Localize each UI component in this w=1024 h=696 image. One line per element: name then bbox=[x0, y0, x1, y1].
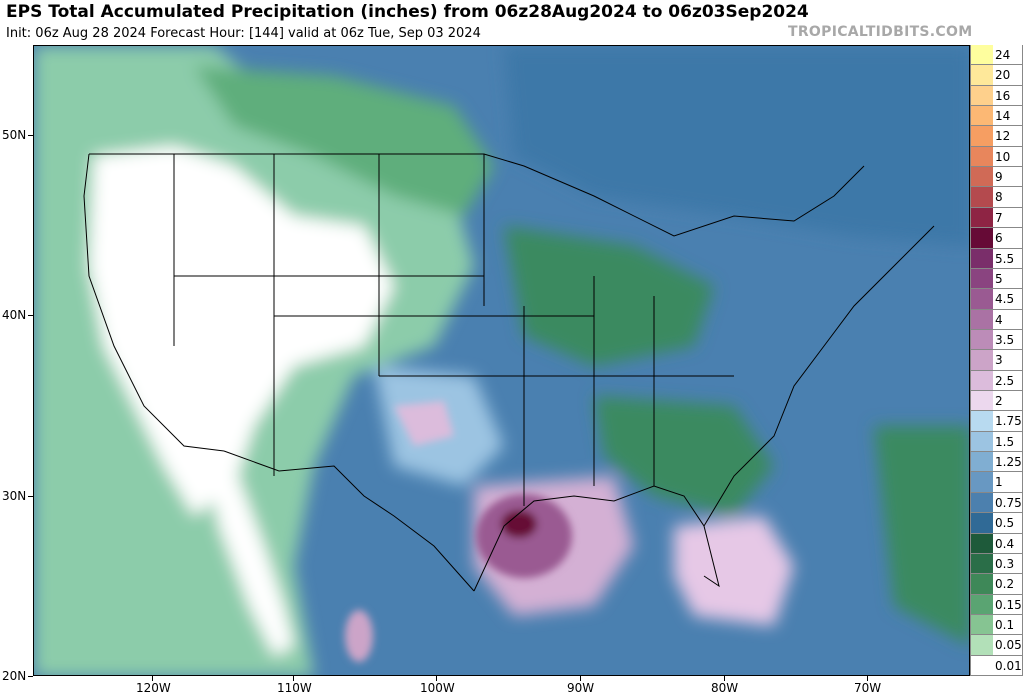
mexico-pink bbox=[345, 610, 373, 662]
chart-title: EPS Total Accumulated Precipitation (inc… bbox=[6, 2, 809, 22]
colorbar-entry: 3 bbox=[970, 350, 1023, 371]
lon-label-80w: 80W bbox=[711, 681, 739, 695]
latitude-lines bbox=[174, 275, 734, 377]
colorbar-entry: 24 bbox=[970, 45, 1023, 66]
colorbar-entry: 10 bbox=[970, 146, 1023, 168]
colorbar-entry: 16 bbox=[970, 85, 1023, 107]
atlantic-green bbox=[874, 426, 969, 645]
chart-subtitle: Init: 06z Aug 28 2024 Forecast Hour: [14… bbox=[6, 26, 481, 41]
baja-dry bbox=[204, 446, 294, 656]
colorbar-entry: 0.4 bbox=[970, 533, 1023, 554]
mexico-border bbox=[223, 450, 475, 592]
dry-interior bbox=[89, 146, 394, 516]
lon-label-90w: 90W bbox=[567, 681, 595, 695]
lon-label-120w: 120W bbox=[136, 681, 171, 695]
colorbar-entry: 0.5 bbox=[970, 513, 1023, 534]
west-coast bbox=[83, 153, 225, 452]
boundary-lines bbox=[83, 153, 935, 592]
lon-label-70w: 70W bbox=[854, 681, 882, 695]
colorbar-entry: 7 bbox=[970, 207, 1023, 229]
lon-label-100w: 100W bbox=[420, 681, 455, 695]
colorbar-entry: 9 bbox=[970, 167, 1023, 188]
colorbar-entry: 0.2 bbox=[970, 574, 1023, 595]
colorbar-entry: 5.5 bbox=[970, 248, 1023, 269]
colorbar-entry: 2.5 bbox=[970, 370, 1023, 392]
central-green bbox=[504, 226, 714, 366]
colorbar-entry: 8 bbox=[970, 187, 1023, 208]
colorbar-entry: 4 bbox=[970, 309, 1023, 330]
lat-label-30n: 30N bbox=[2, 489, 27, 503]
colorbar-entry: 3.5 bbox=[970, 329, 1023, 351]
colorbar-entry: 6 bbox=[970, 228, 1023, 249]
southeast-green bbox=[594, 396, 774, 516]
colorbar-entry: 0.05 bbox=[970, 635, 1023, 656]
map-canvas bbox=[34, 46, 969, 675]
colorbar-entry: 12 bbox=[970, 126, 1023, 147]
colorbar-entry: 1 bbox=[970, 472, 1023, 493]
colorbar-entry: 1.75 bbox=[970, 411, 1023, 432]
canada-border bbox=[89, 153, 865, 237]
gulf-coast bbox=[473, 485, 720, 592]
gulf-core bbox=[501, 510, 537, 538]
colorbar-entry: 0.01 bbox=[970, 655, 1023, 676]
texas-pink bbox=[394, 401, 454, 446]
canada-blue bbox=[504, 46, 969, 246]
colorbar-entry: 0.1 bbox=[970, 614, 1023, 636]
lat-label-20n: 20N bbox=[2, 669, 27, 683]
north-green bbox=[194, 66, 494, 216]
colorbar-entry: 0.15 bbox=[970, 594, 1023, 615]
colorbar-entry: 1.5 bbox=[970, 431, 1023, 453]
lat-label-50n: 50N bbox=[2, 128, 27, 142]
precipitation-map bbox=[33, 45, 970, 676]
colorbar-entry: 5 bbox=[970, 268, 1023, 290]
colorbar-entry: 2 bbox=[970, 391, 1023, 412]
colorbar-entry: 0.75 bbox=[970, 492, 1023, 514]
lat-label-40n: 40N bbox=[2, 308, 27, 322]
east-coast bbox=[703, 225, 935, 527]
colorbar-entry: 1.25 bbox=[970, 452, 1023, 473]
lon-label-110w: 110W bbox=[277, 681, 312, 695]
florida-pink bbox=[674, 516, 794, 626]
colorbar-entry: 14 bbox=[970, 106, 1023, 127]
colorbar-entry: 20 bbox=[970, 65, 1023, 86]
brand-watermark: TROPICALTIDBITS.COM bbox=[788, 24, 973, 40]
colorbar-entry: 0.3 bbox=[970, 553, 1023, 575]
colorbar-legend: 24 20 16 14 12 10 9 8 7 6 5.5 5 4.5 4 3.5 3 2.5 2 1.75 1.5 1… bbox=[970, 45, 1024, 676]
great-plains-line bbox=[173, 154, 655, 506]
colorbar-entry: 4.5 bbox=[970, 289, 1023, 310]
